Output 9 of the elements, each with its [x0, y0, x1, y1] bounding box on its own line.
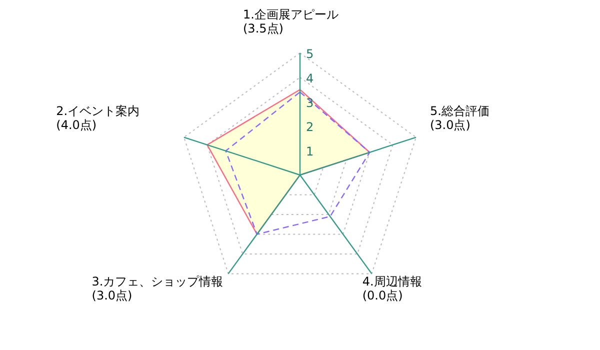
spoke-label: 1.企画展アピール (3.5点) [243, 7, 338, 36]
y-tick-label: 5 [306, 47, 314, 61]
y-tick-label: 1 [306, 144, 314, 159]
spoke-label: 2.イベント案内 (4.0点) [56, 104, 140, 132]
spoke-label: 3.カフェ、ショップ情報 (3.0点) [92, 274, 224, 303]
y-tick-label: 2 [306, 120, 314, 134]
y-tick-label: 4 [306, 71, 314, 86]
spoke-label: 5.総合評価 (3.0点) [430, 104, 490, 132]
spoke-label: 4.周辺情報 (0.0点) [362, 274, 422, 303]
